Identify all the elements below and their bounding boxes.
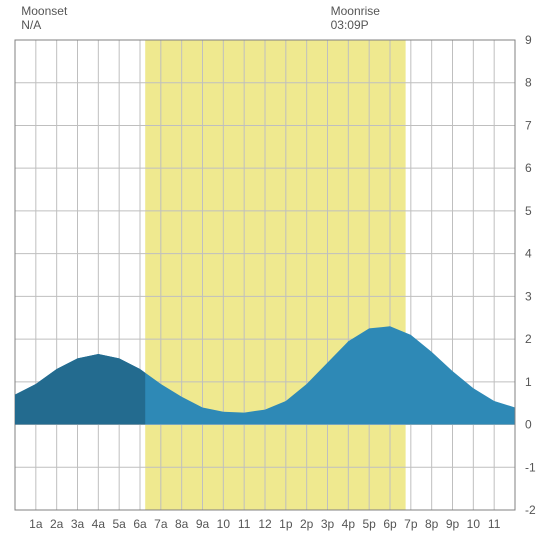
x-tick-label: 9p (446, 517, 460, 531)
x-tick-label: 10 (467, 517, 481, 531)
x-tick-label: 10 (217, 517, 231, 531)
y-tick-label: 5 (525, 204, 532, 218)
x-tick-label: 6a (133, 517, 147, 531)
moonrise-value: 03:09P (331, 18, 380, 32)
moonrise-label: Moonrise 03:09P (331, 4, 380, 32)
x-tick-label: 11 (488, 517, 501, 531)
x-axis: 1a 2a 3a 4a 5a 6a 7a 8a 9a 10 11 12 1p 2p 3p 4p 5p 6p 7p 8p… (29, 517, 501, 531)
x-tick-label: 4a (92, 517, 106, 531)
x-tick-label: 4p (342, 517, 356, 531)
moonrise-title: Moonrise (331, 4, 380, 18)
x-tick-label: 2a (50, 517, 64, 531)
moonset-label: Moonset N/A (21, 4, 67, 32)
y-tick-label: 6 (525, 161, 532, 175)
x-tick-label: 1a (29, 517, 43, 531)
x-tick-label: 11 (238, 517, 251, 531)
y-axis: -2-10123456789 (525, 33, 536, 517)
x-tick-label: 3p (321, 517, 335, 531)
x-tick-label: 9a (196, 517, 210, 531)
x-tick-label: 12 (258, 517, 272, 531)
daylight-band (145, 40, 405, 510)
moonset-value: N/A (21, 18, 67, 32)
x-tick-label: 8p (425, 517, 439, 531)
x-tick-label: 7a (154, 517, 168, 531)
x-tick-label: 7p (404, 517, 418, 531)
y-tick-label: -2 (525, 503, 536, 517)
y-tick-label: -1 (525, 460, 536, 474)
tide-chart-container: { "chart": { "type": "area", "width_px":… (0, 0, 550, 550)
y-tick-label: 1 (525, 375, 532, 389)
x-tick-label: 6p (383, 517, 397, 531)
y-tick-label: 0 (525, 418, 532, 432)
chart-header: Moonset N/A Moonrise 03:09P (0, 4, 550, 40)
x-tick-label: 1p (279, 517, 293, 531)
y-tick-label: 4 (525, 247, 532, 261)
x-tick-label: 8a (175, 517, 189, 531)
y-tick-label: 8 (525, 76, 532, 90)
x-tick-label: 3a (71, 517, 85, 531)
y-tick-label: 7 (525, 118, 532, 132)
y-tick-label: 2 (525, 332, 532, 346)
x-tick-label: 2p (300, 517, 314, 531)
y-tick-label: 3 (525, 289, 532, 303)
tide-chart: 1a2a3a4a5a6a7a8a9a1011121p2p3p4p5p6p7p8p… (0, 0, 550, 550)
moonset-title: Moonset (21, 4, 67, 18)
x-tick-label: 5p (362, 517, 376, 531)
x-tick-label: 5a (112, 517, 126, 531)
